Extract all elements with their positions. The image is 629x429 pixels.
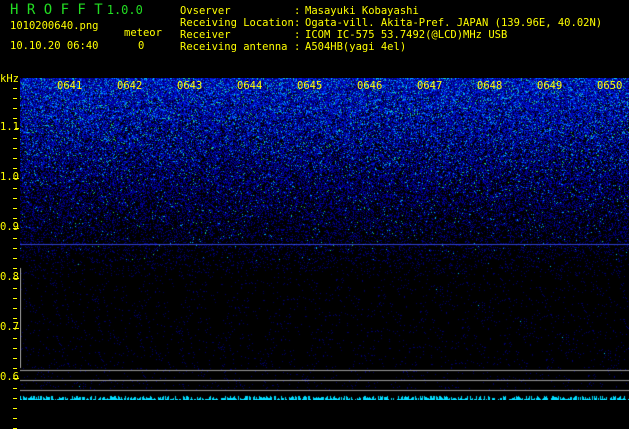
y-tick-label: 0.7 (0, 321, 19, 333)
y-tick-mark (13, 88, 17, 89)
y-tick-mark (13, 418, 17, 419)
y-tick-mark (13, 348, 17, 349)
app-name: H R O F F T (10, 2, 103, 18)
y-tick-mark (15, 128, 19, 129)
y-tick-mark (13, 218, 17, 219)
meteor-count: 0 (138, 40, 145, 52)
y-tick-mark (13, 168, 17, 169)
y-tick-mark (15, 378, 19, 379)
y-tick-label: 1.1 (0, 121, 19, 133)
y-tick-mark (13, 238, 17, 239)
y-tick-mark (13, 208, 17, 209)
y-tick-mark (13, 298, 17, 299)
y-tick-mark (13, 288, 17, 289)
colon: : (294, 17, 301, 29)
file-name: 1010200640.png (10, 20, 99, 32)
time-tick-label: 0650 (597, 80, 623, 92)
y-tick-mark (13, 98, 17, 99)
y-tick-mark (15, 328, 19, 329)
y-tick-mark (13, 188, 17, 189)
info-value-location: Ogata-vill. Akita-Pref. JAPAN (139.96E, … (305, 17, 603, 29)
info-value-receiver: ICOM IC-575 53.7492(@LCD)MHz USB (305, 29, 508, 41)
y-tick-mark (13, 248, 17, 249)
colon: : (294, 41, 301, 53)
time-tick-label: 0641 (57, 80, 83, 92)
y-tick-mark (13, 408, 17, 409)
info-value-observer: Masayuki Kobayashi (305, 5, 419, 17)
y-tick-mark (13, 388, 17, 389)
time-tick-label: 0643 (177, 80, 203, 92)
info-value-antenna: A504HB(yagi 4el) (305, 41, 407, 53)
time-tick-label: 0648 (477, 80, 503, 92)
time-tick-label: 0645 (297, 80, 323, 92)
y-tick-mark (13, 268, 17, 269)
y-tick-mark (13, 318, 17, 319)
time-tick-label: 0644 (237, 80, 263, 92)
y-tick-mark (13, 148, 17, 149)
app-title: H R O F F T 1.0.0 (10, 2, 143, 18)
y-tick-mark (13, 368, 17, 369)
y-tick-mark (13, 158, 17, 159)
y-tick-mark (13, 308, 17, 309)
meteor-label: meteor (124, 27, 162, 39)
y-tick-mark (13, 358, 17, 359)
colon: : (294, 5, 301, 17)
y-tick-label: 0.8 (0, 271, 19, 283)
y-tick-mark (13, 198, 17, 199)
info-label-location: Receiving Location (180, 17, 294, 29)
y-tick-mark (15, 228, 19, 229)
info-label-receiver: Receiver (180, 29, 231, 41)
info-label-observer: Ovserver (180, 5, 231, 17)
y-tick-mark (15, 278, 19, 279)
y-tick-label: 0.9 (0, 221, 19, 233)
info-label-antenna: Receiving antenna (180, 41, 288, 53)
time-tick-label: 0647 (417, 80, 443, 92)
y-tick-mark (13, 118, 17, 119)
colon: : (294, 29, 301, 41)
file-datetime: 10.10.20 06:40 (10, 40, 99, 52)
time-tick-label: 0646 (357, 80, 383, 92)
y-tick-label: 1.0 (0, 171, 19, 183)
time-tick-label: 0642 (117, 80, 143, 92)
spectrogram-waterfall (20, 78, 629, 400)
axis-unit: kHz (0, 73, 19, 85)
y-tick-mark (15, 178, 19, 179)
y-tick-mark (13, 258, 17, 259)
time-tick-label: 0649 (537, 80, 563, 92)
y-tick-mark (13, 108, 17, 109)
y-tick-mark (13, 138, 17, 139)
y-tick-mark (13, 398, 17, 399)
app-version: 1.0.0 (106, 3, 143, 17)
y-tick-label: 0.6 (0, 371, 19, 383)
y-tick-mark (13, 338, 17, 339)
